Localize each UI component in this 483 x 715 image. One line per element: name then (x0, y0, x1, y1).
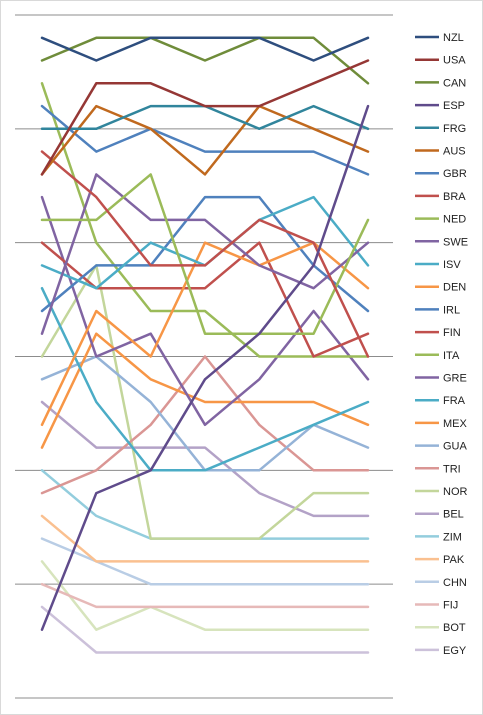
legend-item-bel: BEL (415, 509, 464, 521)
legend-label: GRE (443, 373, 467, 385)
legend-label: ZIM (443, 531, 462, 543)
legend-item-zim: ZIM (415, 531, 462, 543)
series-line-mex (40, 332, 370, 449)
legend-item-nzl: NZL (415, 32, 464, 44)
legend-item-isv: ISV (415, 259, 461, 271)
legend-item-gua: GUA (415, 441, 468, 453)
series-line-frg (40, 104, 370, 131)
series-line-gua (40, 355, 370, 472)
series-line-esp (40, 104, 370, 631)
series-line-can (40, 36, 370, 85)
legend-item-nor: NOR (415, 486, 468, 498)
legend-item-fin: FIN (415, 327, 461, 339)
legend-item-pak: PAK (415, 554, 465, 566)
legend-item-swe: SWE (415, 236, 468, 248)
legend-item-mex: MEX (415, 418, 468, 430)
legend-item-ned: NED (415, 214, 466, 226)
series-line-ned (40, 173, 370, 335)
legend-label: AUS (443, 146, 466, 158)
legend-label: PAK (443, 554, 465, 566)
series-line-nzl (40, 36, 370, 62)
legend-item-usa: USA (415, 55, 466, 67)
legend-label: CHN (443, 577, 467, 589)
legend-label: NOR (443, 486, 468, 498)
legend-item-chn: CHN (415, 577, 467, 589)
legend-label: SWE (443, 236, 468, 248)
legend-label: DEN (443, 282, 466, 294)
series-line-bel (40, 400, 370, 518)
legend-item-frg: FRG (415, 123, 466, 135)
legend-label: ITA (443, 350, 460, 362)
legend-label: TRI (443, 463, 461, 475)
series-line-egy (40, 605, 370, 654)
legend-item-esp: ESP (415, 100, 465, 112)
series-line-usa (40, 59, 370, 176)
series-line-gre (40, 195, 370, 427)
legend-item-gbr: GBR (415, 168, 467, 180)
legend-label: FIJ (443, 600, 458, 612)
legend-label: ISV (443, 259, 461, 271)
legend-label: GBR (443, 168, 467, 180)
legend-label: EGY (443, 645, 467, 657)
series-line-aus (40, 104, 370, 176)
legend-item-irl: IRL (415, 304, 460, 316)
legend: NZL USA CAN ESP FRG AUS GBR BRA NED SWE ISV DEN IRL F… (415, 32, 468, 657)
legend-item-tri: TRI (415, 463, 461, 475)
legend-label: BRA (443, 191, 466, 203)
legend-label: CAN (443, 77, 466, 89)
series-line-gbr (40, 104, 370, 176)
series-line-fij (40, 582, 370, 609)
series-line-pak (40, 514, 370, 563)
series-line-fra (40, 286, 370, 472)
series-line-tri (40, 355, 370, 495)
legend-item-bra: BRA (415, 191, 466, 203)
legend-item-fij: FIJ (415, 600, 458, 612)
legend-label: ESP (443, 100, 465, 112)
legend-label: MEX (443, 418, 468, 430)
legend-item-egy: EGY (415, 645, 467, 657)
series-lines (40, 36, 370, 654)
legend-label: USA (443, 55, 466, 67)
legend-item-den: DEN (415, 282, 466, 294)
series-line-bot (40, 560, 370, 631)
series-line-bra (40, 150, 370, 358)
legend-item-fra: FRA (415, 395, 466, 407)
legend-label: FIN (443, 327, 461, 339)
legend-item-aus: AUS (415, 146, 466, 158)
legend-item-gre: GRE (415, 373, 467, 385)
legend-label: BEL (443, 509, 464, 521)
legend-item-bot: BOT (415, 622, 466, 634)
legend-label: NZL (443, 32, 464, 44)
legend-label: BOT (443, 622, 466, 634)
legend-label: FRG (443, 123, 466, 135)
legend-item-ita: ITA (415, 350, 460, 362)
series-line-swe (40, 173, 370, 335)
legend-label: GUA (443, 441, 468, 453)
legend-label: FRA (443, 395, 466, 407)
legend-label: NED (443, 214, 466, 226)
legend-item-can: CAN (415, 77, 466, 89)
legend-label: IRL (443, 304, 460, 316)
